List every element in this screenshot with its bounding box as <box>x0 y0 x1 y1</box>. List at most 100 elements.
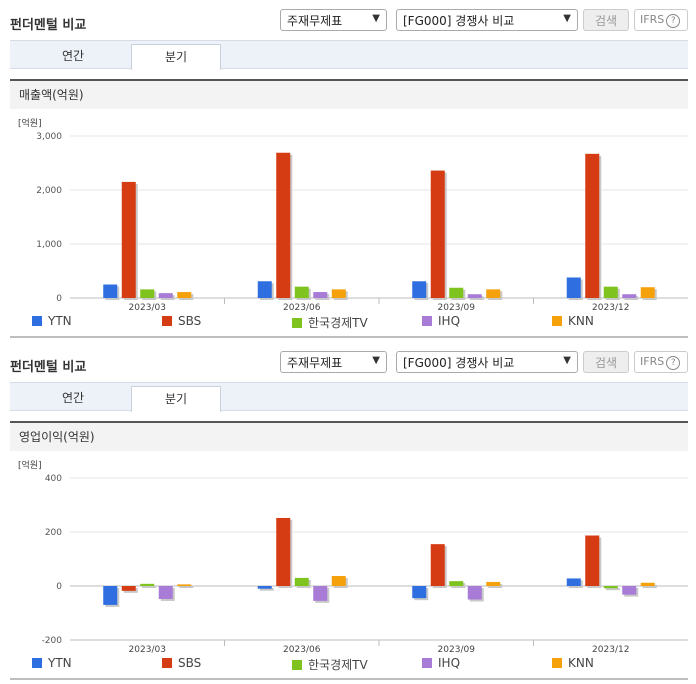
tab-annual[interactable]: 연간 <box>61 391 85 405</box>
legend-label: YTN <box>48 656 72 670</box>
bar-shadow <box>179 586 194 588</box>
search-button[interactable]: 검색 <box>583 9 629 31</box>
fundamental-panel-operating-profit: 펀더멘털 비교 주재무제표 ▼ [FG000] 경쟁사 비교 ▼ 검색 IFRS? … <box>0 342 696 684</box>
legend-label: SBS <box>178 314 202 328</box>
statement-select[interactable]: 주재무제표 ▼ <box>280 351 387 373</box>
bar-4-1[interactable] <box>331 576 346 586</box>
legend-label: IHQ <box>438 656 461 670</box>
bar-shadow <box>642 584 657 588</box>
legend-item-hkbc[interactable]: 한국경제TV <box>292 314 368 331</box>
bar-3-1[interactable] <box>313 586 328 601</box>
operating-profit-chart: [억원]400 200 0 -200 2023/03 2023/06 2023/09 2023… <box>18 459 688 654</box>
bar-3-0[interactable] <box>158 293 173 298</box>
legend-item-ihq[interactable]: IHQ <box>422 656 460 670</box>
x-tick-label: 2023/03 <box>129 645 166 654</box>
x-tick-label: 2023/06 <box>283 303 321 312</box>
y-tick-label: 400 <box>45 474 62 484</box>
legend-label: KNN <box>568 656 594 670</box>
bar-4-3[interactable] <box>640 287 655 298</box>
bar-2-1[interactable] <box>294 577 309 586</box>
group-select[interactable]: [FG000] 경쟁사 비교 ▼ <box>396 9 578 31</box>
bar-3-3[interactable] <box>622 294 637 298</box>
period-tabs: 연간 분기 <box>10 382 688 412</box>
bar-1-2[interactable] <box>430 170 445 298</box>
legend-item-ihq[interactable]: IHQ <box>422 314 460 328</box>
tab-annual[interactable]: 연간 <box>61 49 85 63</box>
divider <box>10 336 688 338</box>
legend-swatch <box>552 316 562 326</box>
bar-1-0[interactable] <box>121 181 136 298</box>
bar-1-1[interactable] <box>276 152 291 298</box>
bar-1-0[interactable] <box>121 586 136 591</box>
tab-quarterly[interactable]: 분기 <box>131 386 221 412</box>
bar-0-0[interactable] <box>103 586 118 605</box>
unit-label: [억원] <box>18 459 42 471</box>
bar-2-3[interactable] <box>603 586 618 589</box>
bar-4-1[interactable] <box>331 289 346 298</box>
bar-2-3[interactable] <box>603 286 618 298</box>
bar-3-1[interactable] <box>313 292 328 298</box>
legend-item-sbs[interactable]: SBS <box>162 656 201 670</box>
group-select-value: [FG000] 경쟁사 비교 <box>403 14 515 28</box>
bar-3-0[interactable] <box>158 586 173 599</box>
bar-shadow <box>624 296 639 300</box>
bar-2-0[interactable] <box>140 583 155 586</box>
bar-1-3[interactable] <box>585 153 600 298</box>
bar-0-0[interactable] <box>103 284 118 299</box>
bar-1-2[interactable] <box>430 544 445 586</box>
ifrs-help-button[interactable]: IFRS? <box>634 351 688 373</box>
legend-item-sbs[interactable]: SBS <box>162 314 201 328</box>
bar-shadow <box>605 588 620 591</box>
bar-4-2[interactable] <box>486 581 501 586</box>
ifrs-help-button[interactable]: IFRS? <box>634 9 688 31</box>
legend-item-knn[interactable]: KNN <box>552 656 594 670</box>
bar-3-3[interactable] <box>622 586 637 595</box>
bar-0-1[interactable] <box>257 281 272 298</box>
section-title: 펀더멘털 비교 <box>10 360 87 375</box>
bar-0-3[interactable] <box>566 277 581 298</box>
legend-swatch <box>292 318 302 328</box>
legend-item-knn[interactable]: KNN <box>552 314 594 328</box>
bar-0-1[interactable] <box>257 586 272 589</box>
bar-2-0[interactable] <box>140 289 155 298</box>
statement-select[interactable]: 주재무제표 ▼ <box>280 9 387 31</box>
legend-item-hkbc[interactable]: 한국경제TV <box>292 656 368 673</box>
x-tick-label: 2023/09 <box>438 645 476 654</box>
bar-0-2[interactable] <box>412 281 427 298</box>
bar-2-1[interactable] <box>294 286 309 298</box>
bar-1-1[interactable] <box>276 517 291 586</box>
bar-3-2[interactable] <box>467 294 482 298</box>
chart-legend: YTN SBS 한국경제TV IHQ KNN <box>0 314 696 330</box>
y-tick-label: 2,000 <box>36 186 62 196</box>
legend-item-ytn[interactable]: YTN <box>32 656 72 670</box>
fundamental-panel-revenue: 펀더멘털 비교 주재무제표 ▼ [FG000] 경쟁사 비교 ▼ 검색 IFRS? … <box>0 9 696 338</box>
x-tick-label: 2023/06 <box>283 645 321 654</box>
bar-4-0[interactable] <box>177 292 192 298</box>
bar-0-2[interactable] <box>412 586 427 599</box>
section-title: 펀더멘털 비교 <box>10 18 87 33</box>
chart-legend: YTN SBS 한국경제TV IHQ KNN <box>0 656 696 672</box>
bar-shadow <box>142 585 157 588</box>
bar-3-2[interactable] <box>467 586 482 600</box>
chevron-down-icon: ▼ <box>372 13 380 24</box>
legend-item-ytn[interactable]: YTN <box>32 314 72 328</box>
legend-swatch <box>162 658 172 668</box>
bar-4-2[interactable] <box>486 289 501 298</box>
search-button[interactable]: 검색 <box>583 351 629 373</box>
y-tick-label: 0 <box>56 294 62 304</box>
bar-4-3[interactable] <box>640 582 655 586</box>
bar-1-3[interactable] <box>585 535 600 586</box>
y-tick-label: 3,000 <box>36 132 62 142</box>
bar-4-0[interactable] <box>177 584 192 586</box>
group-select[interactable]: [FG000] 경쟁사 비교 ▼ <box>396 351 578 373</box>
tab-quarterly[interactable]: 분기 <box>131 44 221 70</box>
bar-0-3[interactable] <box>566 578 581 586</box>
legend-label: IHQ <box>438 314 461 328</box>
y-tick-label: 1,000 <box>36 240 62 250</box>
bar-2-2[interactable] <box>449 287 464 298</box>
unit-label: [억원] <box>18 117 42 129</box>
chevron-down-icon: ▼ <box>563 355 571 366</box>
bar-2-2[interactable] <box>449 581 464 586</box>
chart-subtitle: 영업이익(억원) <box>10 421 688 451</box>
x-tick-label: 2023/12 <box>592 645 629 654</box>
